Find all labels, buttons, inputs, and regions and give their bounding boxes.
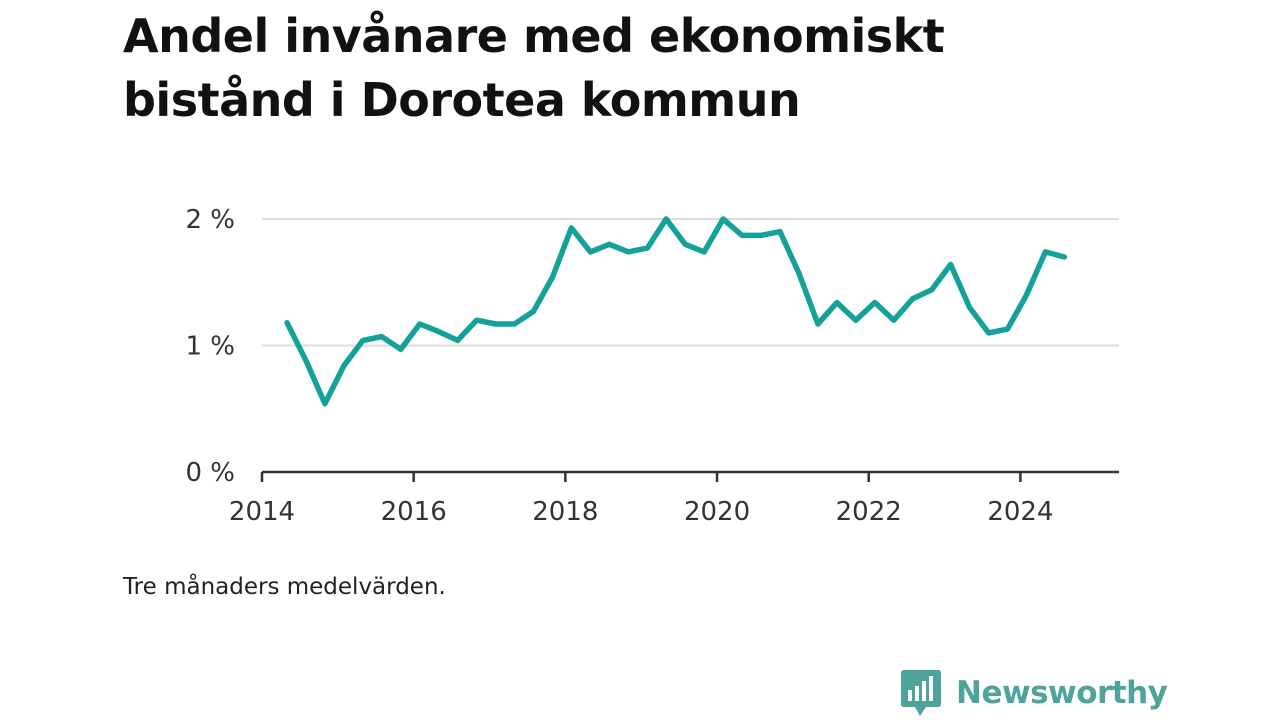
line-chart: 0 % 1 % 2 % 2014 2016 2018 2020 2022 2024 (185, 205, 1119, 527)
x-tick-label: 2018 (532, 497, 598, 527)
x-tick-label: 2022 (836, 497, 902, 527)
x-tick-labels: 2014 2016 2018 2020 2022 2024 (229, 497, 1054, 527)
y-tick-label: 1 % (185, 332, 235, 362)
x-tick-label: 2014 (229, 497, 295, 527)
x-tick-label: 2020 (684, 497, 750, 527)
bar-chart-speech-bubble-icon (901, 670, 941, 716)
x-tick-label: 2024 (987, 497, 1053, 527)
y-tick-labels: 0 % 1 % 2 % (185, 205, 235, 488)
x-tick-label: 2016 (381, 497, 447, 527)
series-line (284, 216, 1068, 407)
gridlines (262, 218, 1119, 347)
chart-note: Tre månaders medelvärden. (123, 574, 446, 600)
x-axis (260, 470, 1119, 482)
chart-title: Andel invånare med ekonomiskt bistånd i … (123, 9, 945, 127)
y-tick-label: 0 % (185, 458, 235, 488)
brand-name: Newsworthy (956, 675, 1168, 711)
brand-logo: Newsworthy (900, 668, 1168, 718)
y-tick-label: 2 % (185, 205, 235, 235)
series (284, 216, 1068, 407)
